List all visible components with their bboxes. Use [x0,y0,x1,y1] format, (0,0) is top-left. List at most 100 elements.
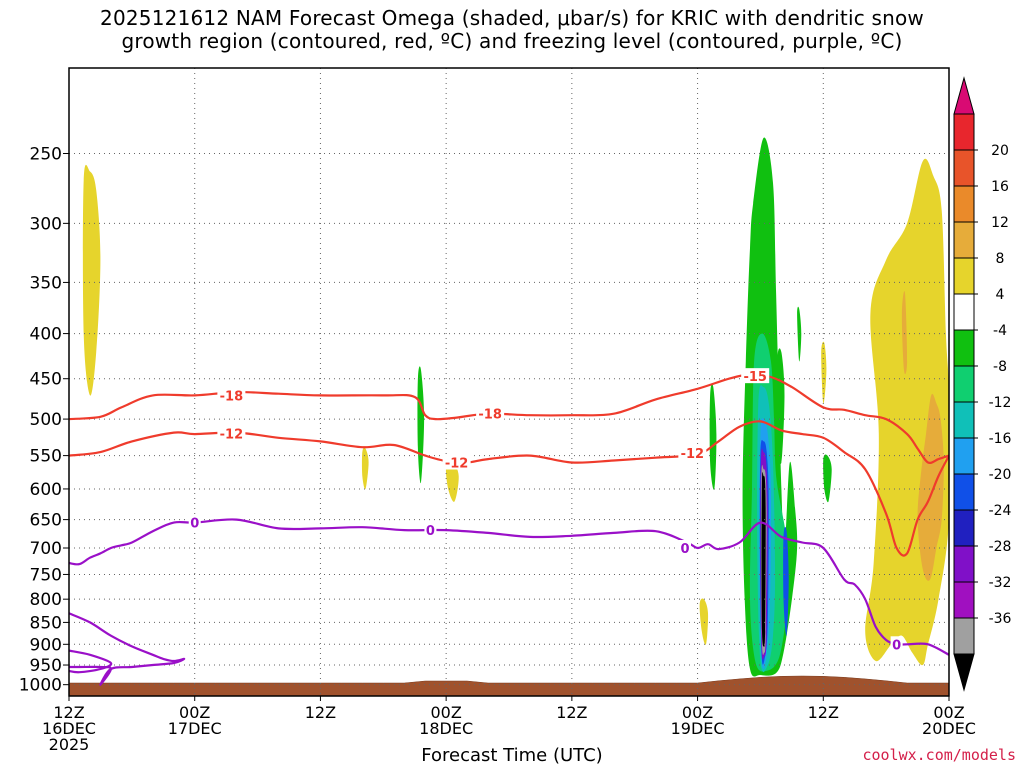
colorbar-top-arrow [953,76,975,115]
colorbar: 20 16 12 8 4 -4 -8 -12 -16 -20 -24 -28 -32 -36 [953,76,1012,692]
colorbar-label: -8 [993,359,1007,375]
contour-label: 0 [680,542,689,557]
y-tick-label: 950 [30,656,62,676]
contour-line [69,612,186,686]
colorbar-swatch [953,473,975,511]
contour-label-bg [217,387,246,403]
plot-frame [68,67,950,697]
colorbar-label: 12 [991,215,1009,231]
colorbar-bottom-arrow [953,653,975,692]
contour-label: -12 [681,447,705,462]
y-tick-label: 550 [30,447,62,467]
colorbar-swatch [953,545,975,583]
x-tick-label: 20DEC [922,719,976,738]
colorbar-swatch [953,293,975,331]
x-tick-label: 00Z [933,703,964,722]
omega-shaded-region [82,164,101,396]
colorbar-label: 8 [996,251,1005,267]
contour-label: -18 [220,389,244,404]
omega-shaded-region [917,393,944,581]
omega-shaded-region [823,454,832,503]
contour-label: -18 [478,408,502,423]
colorbar-label: -28 [989,539,1012,555]
contour-label-bg [442,454,471,470]
colorbar-swatch [953,509,975,547]
credit-link[interactable]: coolwx.com/models [862,746,1016,764]
y-tick-label: 650 [30,511,62,531]
terrain-fill [69,675,949,696]
colorbar-swatch [953,401,975,439]
omega-shaded-region [361,447,369,490]
colorbar-swatch [953,581,975,619]
y-tick-label: 350 [30,273,62,293]
colorbar-label: -12 [989,395,1012,411]
contour-label-bg [476,405,505,421]
omega-shaded-region [776,348,785,464]
colorbar-label: 20 [991,143,1009,159]
x-tick-label: 12Z [305,703,336,722]
contour-label-bg [678,444,707,460]
y-tick-label: 450 [30,370,62,390]
omega-shaded-region [783,526,789,637]
x-tick-label: 2025 [49,735,90,754]
omega-shaded-region [445,460,459,502]
colorbar-swatch [953,365,975,403]
x-tick-label: 12Z [53,703,84,722]
contour-label: 0 [190,517,199,532]
colorbar-swatch [953,437,975,475]
y-tick-label: 750 [30,565,62,585]
contour-line [69,649,113,674]
chart-title-line1: 2025121612 NAM Forecast Omega (shaded, μ… [100,6,924,30]
contour-layer [69,373,949,686]
y-tick-label: 1000 [19,676,62,696]
contour-label-layer: -18 -12 -18 -12 -12 -15 0 0 0 0 [188,368,903,653]
x-tick-label: 16DEC [42,719,96,738]
omega-shaded-region [417,366,425,484]
x-axis-label: Forecast Time (UTC) [421,745,603,766]
y-tick-label: 400 [30,325,62,345]
contour-label-bg [188,514,201,530]
contour-label-bg [679,540,691,556]
contour-label: 0 [892,638,901,653]
x-tick-label: 19DEC [671,719,725,738]
contour-label-bg [217,425,246,441]
y-axis-ticks: 2503003504004505005506006507007508008509… [19,144,69,696]
chart-title: 2025121612 NAM Forecast Omega (shaded, μ… [0,7,1024,53]
colorbar-label: 4 [996,287,1005,303]
grid-layer [69,68,949,696]
colorbar-label: 16 [991,179,1009,195]
x-tick-label: 12Z [808,703,839,722]
y-tick-label: 850 [30,613,62,633]
omega-shaded-region [709,383,717,490]
colorbar-swatch [953,185,975,223]
contour-label: -12 [220,427,244,442]
colorbar-label: -4 [993,323,1007,339]
colorbar-label: -20 [989,467,1012,483]
colorbar-swatch [953,221,975,259]
contour-line [69,518,949,656]
colorbar-label: -24 [989,503,1012,519]
contour-label-bg [890,636,903,652]
colorbar-swatch [953,329,975,367]
colorbar-swatch [953,617,975,655]
contour-label: -12 [445,457,469,472]
colorbar-swatch [953,149,975,187]
x-tick-label: 00Z [430,703,461,722]
contour-label-bg [741,368,770,384]
omega-shaded-region [761,471,766,647]
y-tick-label: 900 [30,635,62,655]
omega-shaded-region [699,598,709,645]
y-tick-label: 250 [30,144,62,164]
colorbar-label: -36 [989,611,1012,627]
y-tick-label: 800 [30,590,62,610]
contour-label: -15 [743,370,767,385]
x-tick-label: 12Z [556,703,587,722]
x-tick-label: 17DEC [168,719,222,738]
contour-label-bg [424,522,437,538]
omega-shaded-region [901,291,908,375]
y-tick-label: 300 [30,214,62,234]
x-tick-label: 18DEC [419,719,473,738]
omega-shading-layer [82,137,949,677]
colorbar-swatch [953,257,975,295]
